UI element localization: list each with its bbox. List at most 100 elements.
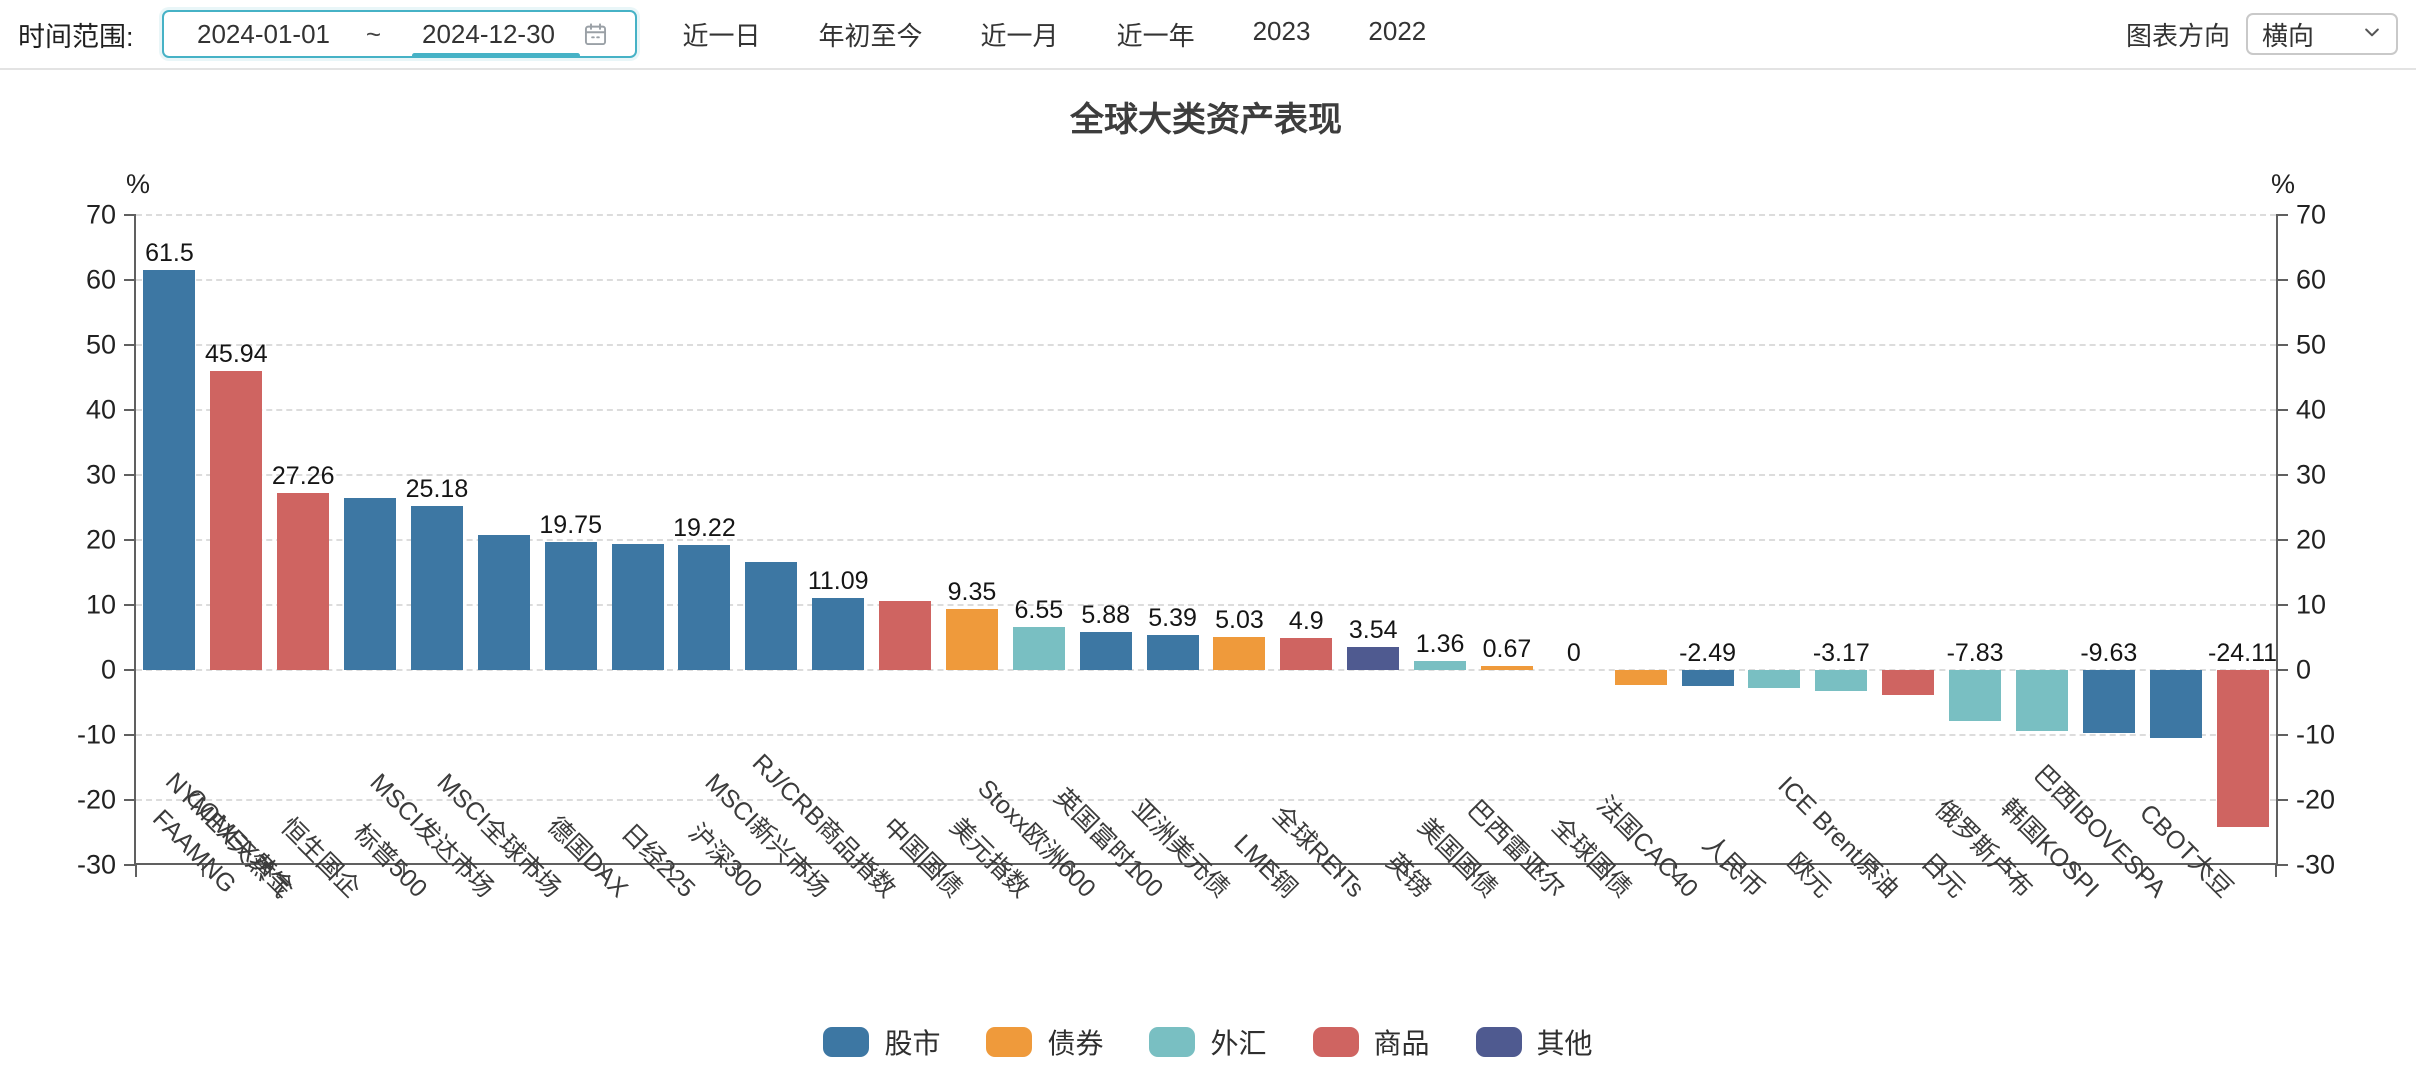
y-axis-tick-label: -20 (76, 784, 116, 815)
x-axis-tick (670, 865, 672, 877)
gridline (136, 669, 2276, 671)
bar[interactable] (210, 371, 263, 670)
bar[interactable] (477, 535, 530, 670)
bar[interactable] (611, 543, 664, 670)
bar[interactable] (745, 562, 798, 670)
bar[interactable] (1347, 646, 1400, 670)
bar[interactable] (544, 541, 597, 670)
quick-range-links: 近一日 年初至今 近一月 近一年 2023 2022 (683, 16, 1427, 53)
bar[interactable] (1414, 661, 1467, 670)
bar[interactable] (2149, 670, 2202, 738)
y-axis-tick (124, 669, 136, 671)
x-axis-line (134, 863, 2278, 865)
bar[interactable] (1748, 670, 1801, 689)
y-axis-tick-label: 10 (2296, 589, 2327, 620)
bar[interactable] (1815, 670, 1868, 691)
bar[interactable] (1079, 631, 1132, 670)
bar[interactable] (410, 506, 463, 670)
x-axis-tick (1071, 865, 1074, 877)
bar[interactable] (1146, 634, 1199, 670)
x-axis-tick (2074, 865, 2077, 877)
bar[interactable] (1882, 670, 1935, 695)
bar[interactable] (812, 597, 865, 670)
chart-direction-label: 图表方向 (2125, 20, 2230, 51)
bar[interactable] (277, 492, 330, 670)
x-axis-tick (1004, 865, 1007, 877)
legend-item[interactable]: 其他 (1475, 1022, 1593, 1062)
chart-legend: 股市 债券 外汇 商品 其他 (0, 1022, 2416, 1062)
bar-value-label: 1.36 (1415, 630, 1465, 659)
date-range-separator: ~ (365, 18, 382, 49)
legend-swatch (1475, 1027, 1522, 1057)
legend-item[interactable]: 债券 (986, 1022, 1103, 1062)
bar[interactable] (1949, 670, 2002, 721)
x-axis-tick (2007, 865, 2010, 877)
x-axis-tick (268, 865, 271, 877)
bar[interactable] (1012, 627, 1065, 670)
legend-label: 商品 (1373, 1028, 1430, 1059)
bar[interactable] (1614, 670, 1667, 685)
bar[interactable] (143, 270, 196, 670)
bar[interactable] (945, 609, 998, 670)
bar-value-label: 25.18 (405, 475, 469, 504)
y-axis-tick-label: -20 (2296, 784, 2336, 815)
quick-link[interactable]: 近一年 (1116, 20, 1195, 51)
legend-item[interactable]: 外汇 (1149, 1022, 1267, 1062)
x-axis-tick (1205, 865, 1207, 877)
legend-swatch (823, 1027, 870, 1057)
quick-link[interactable]: 年初至今 (818, 20, 923, 51)
calendar-icon[interactable] (582, 21, 609, 48)
y-axis-tick (124, 539, 136, 541)
y-axis-unit: % (2271, 169, 2296, 199)
x-axis-tick (135, 865, 137, 877)
x-axis-tick (1940, 865, 1943, 877)
active-date-underline (411, 53, 580, 58)
end-date-input[interactable]: 2024-12-30 (422, 18, 556, 49)
x-axis-tick (2141, 865, 2144, 877)
gridline (136, 214, 2276, 216)
bar-value-label: 5.88 (1081, 600, 1131, 629)
bar-value-label: 19.22 (673, 514, 736, 543)
legend-item[interactable]: 股市 (823, 1022, 940, 1062)
bar-value-label: -2.49 (1679, 639, 1737, 667)
bar[interactable] (879, 601, 932, 670)
bar[interactable] (678, 545, 731, 670)
legend-label: 股市 (884, 1028, 941, 1059)
legend-swatch (1312, 1027, 1359, 1057)
bar[interactable] (1681, 670, 1734, 687)
y-axis-tick (2276, 474, 2288, 476)
bar[interactable] (1480, 665, 1533, 670)
bar[interactable] (2015, 670, 2068, 732)
x-axis-tick (1606, 865, 1609, 877)
bar[interactable] (344, 497, 397, 670)
bar-value-label: 11.09 (807, 566, 869, 595)
quick-link[interactable]: 2022 (1368, 15, 1427, 46)
bar-value-label: 19.75 (539, 510, 602, 539)
x-axis-tick (402, 865, 405, 877)
chart-direction-select[interactable]: 横向 (2246, 13, 2398, 55)
chart-title: 全球大类资产表现 (1070, 101, 1342, 139)
bar-value-label: 6.55 (1014, 596, 1064, 625)
quick-link[interactable]: 2023 (1252, 15, 1311, 46)
x-axis-tick (2208, 865, 2211, 877)
legend-swatch (986, 1027, 1033, 1057)
bar[interactable] (1280, 638, 1333, 670)
legend-item[interactable]: 商品 (1312, 1022, 1430, 1062)
bar[interactable] (2082, 670, 2135, 733)
y-axis-tick-label: 10 (85, 589, 116, 620)
bar-value-label: 0 (1566, 639, 1581, 667)
y-axis-unit: % (126, 169, 151, 199)
x-axis-tick (803, 865, 806, 877)
quick-link[interactable]: 近一日 (682, 20, 761, 51)
bar[interactable] (2216, 670, 2269, 827)
start-date-input[interactable]: 2024-01-01 (197, 18, 331, 49)
bar[interactable] (1213, 637, 1266, 670)
x-axis-tick (1539, 865, 1542, 877)
x-axis-tick (201, 865, 204, 877)
quick-link[interactable]: 近一月 (980, 20, 1059, 51)
bar-value-label: 5.39 (1148, 603, 1197, 632)
y-axis-tick-label: 40 (2296, 394, 2327, 425)
date-range-picker[interactable]: 2024-01-01 ~ 2024-12-30 (161, 10, 637, 58)
bar-value-label: -7.83 (1946, 639, 2004, 667)
bar-value-label: 3.54 (1348, 615, 1398, 644)
